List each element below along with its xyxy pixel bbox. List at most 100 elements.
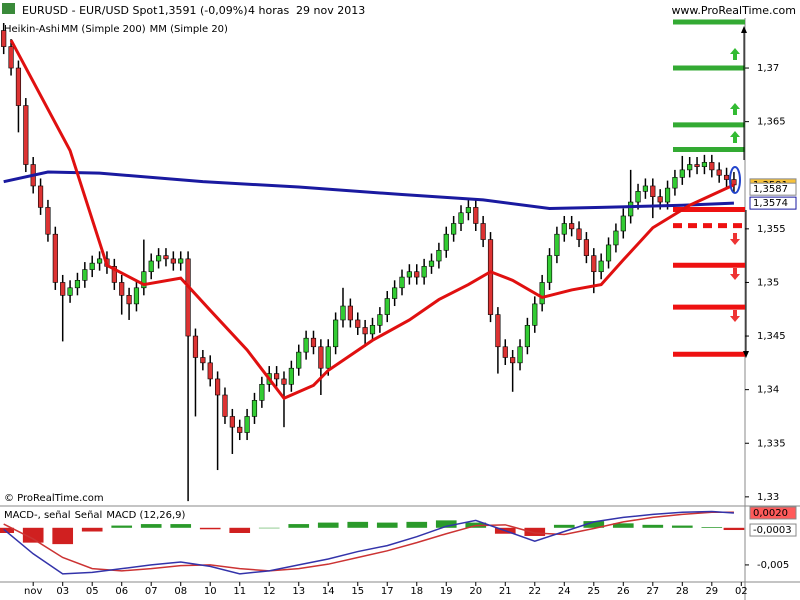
y-tick-label: 1,365 bbox=[757, 117, 786, 128]
histogram-bar bbox=[723, 527, 745, 531]
candle-body bbox=[694, 164, 700, 167]
candle-body bbox=[377, 314, 383, 326]
candle-body bbox=[274, 373, 280, 380]
x-tick-label: 21 bbox=[499, 586, 512, 597]
candle-body bbox=[554, 233, 560, 256]
candle-body bbox=[318, 346, 324, 369]
price-label: 1,3574 bbox=[753, 198, 788, 209]
histogram-bar bbox=[376, 522, 398, 528]
candle-body bbox=[421, 266, 427, 278]
candle-body bbox=[8, 46, 14, 69]
candle-body bbox=[635, 191, 641, 203]
candle-body bbox=[495, 314, 501, 348]
candle-body bbox=[650, 185, 656, 197]
price-box bbox=[749, 182, 797, 196]
up-arrow bbox=[730, 103, 740, 115]
x-tick-label: nov bbox=[24, 586, 42, 597]
histogram-bar bbox=[111, 525, 133, 528]
candle-body bbox=[215, 378, 221, 396]
histogram-bar bbox=[435, 520, 457, 528]
candle-body bbox=[148, 260, 154, 273]
y-tick-label: 1,33 bbox=[757, 492, 779, 503]
candle-body bbox=[392, 287, 398, 299]
histogram-bar bbox=[258, 527, 280, 529]
x-tick-label: 29 bbox=[705, 586, 718, 597]
candle-body bbox=[178, 258, 184, 264]
line-series bbox=[3, 170, 734, 210]
candle-body bbox=[192, 335, 199, 358]
x-tick-label: 10 bbox=[204, 586, 217, 597]
histogram-bar bbox=[642, 524, 664, 528]
candle-body bbox=[229, 416, 235, 428]
x-tick-label: 12 bbox=[263, 586, 276, 597]
candle-body bbox=[222, 394, 228, 417]
candle-body bbox=[576, 228, 582, 240]
candle-body bbox=[473, 207, 479, 224]
candle-body bbox=[569, 223, 575, 230]
candle-body bbox=[583, 239, 589, 256]
candle-body bbox=[200, 357, 206, 364]
candle-body bbox=[325, 346, 331, 369]
candle-body bbox=[362, 327, 368, 335]
legend-entry: MACD-, señal bbox=[4, 510, 71, 521]
candle-body bbox=[310, 337, 317, 348]
arrows bbox=[729, 26, 749, 358]
x-tick-label: 20 bbox=[469, 586, 482, 597]
candle-body bbox=[74, 280, 81, 289]
candle-body bbox=[89, 262, 95, 270]
histogram-bar bbox=[170, 524, 192, 528]
candle-body bbox=[60, 282, 66, 296]
histogram-bar bbox=[229, 527, 251, 533]
candle-body bbox=[133, 287, 140, 305]
candle-body bbox=[52, 233, 58, 283]
candle-body bbox=[414, 271, 420, 278]
legend-entry: MACD (12,26,9) bbox=[106, 510, 185, 521]
candle-body bbox=[333, 319, 339, 348]
candle-body bbox=[598, 260, 604, 273]
x-tick-label: 14 bbox=[322, 586, 335, 597]
candle-body bbox=[591, 255, 597, 273]
histogram-bar bbox=[671, 525, 693, 528]
candle-body bbox=[620, 215, 626, 232]
x-tick-label: 25 bbox=[587, 586, 600, 597]
candle-body bbox=[510, 357, 516, 364]
candle-body bbox=[156, 255, 162, 262]
down-arrow bbox=[730, 233, 740, 245]
candle-body bbox=[399, 276, 405, 289]
candle-body bbox=[82, 269, 88, 281]
candle-body bbox=[126, 295, 132, 305]
legend-entry: MM (Simple 200) bbox=[61, 24, 146, 35]
x-tick-label: 13 bbox=[292, 586, 305, 597]
site: www.ProRealTime.com bbox=[671, 4, 796, 17]
candle-body bbox=[701, 162, 708, 167]
candle-body bbox=[347, 305, 353, 321]
candle-body bbox=[237, 426, 243, 433]
candle-body bbox=[679, 169, 685, 178]
symbol: EURUSD - EUR/USD Spot bbox=[22, 4, 158, 17]
candle-body bbox=[502, 346, 508, 358]
value-label: -0,0003 bbox=[753, 525, 792, 536]
candle-body bbox=[141, 271, 147, 289]
highlight bbox=[729, 166, 741, 194]
candle-body bbox=[716, 169, 722, 176]
x-tick-label: 02 bbox=[735, 586, 748, 597]
candle-body bbox=[487, 239, 494, 315]
candle-body bbox=[288, 367, 294, 385]
x-tick-label: 17 bbox=[381, 586, 394, 597]
line-series bbox=[9, 39, 735, 401]
up-arrow bbox=[730, 48, 740, 60]
x-tick-label: 19 bbox=[440, 586, 453, 597]
down-arrow bbox=[730, 268, 740, 280]
candle-body bbox=[281, 378, 287, 385]
candle-body bbox=[532, 303, 538, 326]
candle-body bbox=[428, 260, 435, 267]
histogram-bar bbox=[553, 524, 575, 528]
candle-body bbox=[170, 258, 176, 264]
candle-body bbox=[296, 351, 302, 369]
histogram-bar bbox=[199, 527, 221, 530]
x-tick-label: 27 bbox=[646, 586, 659, 597]
candle-body bbox=[480, 223, 486, 240]
legend-entry: Señal bbox=[75, 510, 103, 521]
candle-body bbox=[251, 400, 258, 417]
period: 4 horas bbox=[248, 4, 289, 17]
